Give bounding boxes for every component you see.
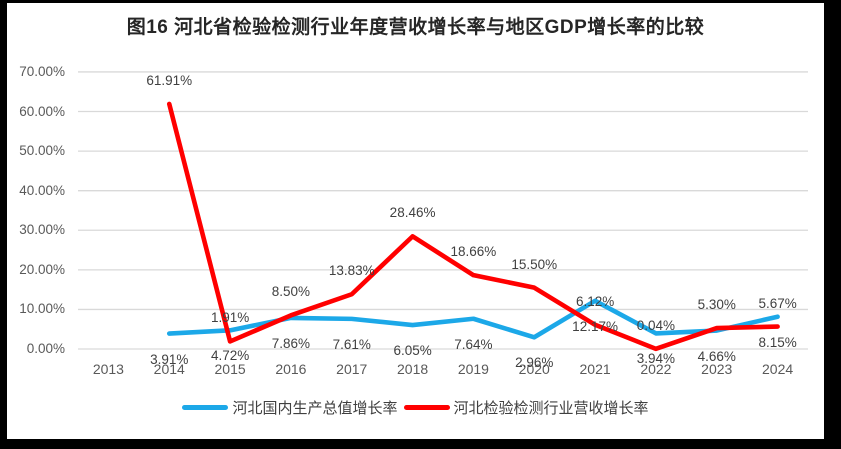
legend-label-industry: 河北检验检测行业营收增长率 (453, 400, 649, 417)
data-label: 8.15% (758, 334, 797, 350)
legend-item-industry: 河北检验检测行业营收增长率 (403, 397, 649, 418)
line-chart-plot (78, 71, 808, 352)
x-axis-tick-label: 2017 (336, 361, 368, 377)
y-axis-tick-label: 10.00% (19, 301, 65, 317)
legend-label-gdp: 河北国内生产总值增长率 (232, 400, 398, 417)
x-axis-tick-label: 2024 (762, 361, 794, 377)
data-label: 7.61% (332, 336, 371, 352)
x-axis-tick-label: 2018 (397, 361, 429, 377)
data-label: 6.05% (393, 343, 432, 359)
y-axis-tick-label: 70.00% (19, 63, 65, 79)
data-label: 1.91% (210, 310, 250, 326)
y-axis-tick-label: 30.00% (19, 222, 65, 238)
x-axis-tick-label: 2022 (640, 361, 672, 377)
chart-canvas: 图16 河北省检验检测行业年度营收增长率与地区GDP增长率的比较 0.00% 10… (7, 3, 824, 439)
y-axis-tick-label: 50.00% (19, 143, 65, 159)
legend-swatch-gdp-line (182, 405, 229, 410)
data-label: 4.72% (210, 348, 250, 364)
data-label: 15.50% (511, 256, 558, 272)
legend: 河北国内生产总值增长率 河北检验检测行业营收增长率 (7, 397, 824, 418)
x-axis-tick-label: 2020 (518, 361, 550, 377)
series-line-1 (166, 101, 780, 352)
data-label: 13.83% (328, 263, 375, 279)
data-label: 4.66% (697, 348, 736, 364)
x-axis-tick-label: 2016 (275, 361, 307, 377)
legend-item-gdp: 河北国内生产总值增长率 (182, 397, 398, 418)
data-label: 6.12% (575, 293, 615, 309)
series-line-0 (166, 298, 780, 340)
data-label: 28.46% (389, 205, 436, 221)
data-label: 12.17% (572, 318, 618, 334)
y-axis-tick-label: 60.00% (19, 103, 65, 119)
y-axis-tick-label: 20.00% (19, 261, 65, 277)
data-label: 7.86% (271, 335, 311, 351)
data-label: 7.64% (454, 336, 493, 352)
y-axis-tick-label: 40.00% (19, 182, 65, 198)
x-axis-tick-label: 2015 (214, 361, 246, 377)
legend-swatch-industry-line (403, 405, 450, 410)
data-label: 18.66% (450, 244, 497, 260)
data-label: 2.96% (515, 355, 554, 371)
data-label: 8.50% (271, 284, 311, 300)
data-label: 3.91% (150, 351, 189, 367)
data-label: 5.30% (697, 297, 736, 313)
x-axis-tick-label: 2019 (457, 361, 489, 377)
x-axis-tick-label: 2021 (579, 361, 611, 377)
chart-title: 图16 河北省检验检测行业年度营收增长率与地区GDP增长率的比较 (126, 17, 705, 38)
x-axis-tick-label: 2023 (701, 361, 733, 377)
data-label: 3.94% (636, 351, 676, 367)
data-label: 5.67% (758, 295, 797, 311)
y-axis-tick-label: 0.00% (26, 341, 65, 356)
x-axis-tick-label: 2014 (153, 361, 185, 377)
data-label: 61.91% (146, 72, 193, 88)
data-label: 0.04% (636, 317, 676, 333)
x-axis-tick-label: 2013 (92, 361, 124, 377)
